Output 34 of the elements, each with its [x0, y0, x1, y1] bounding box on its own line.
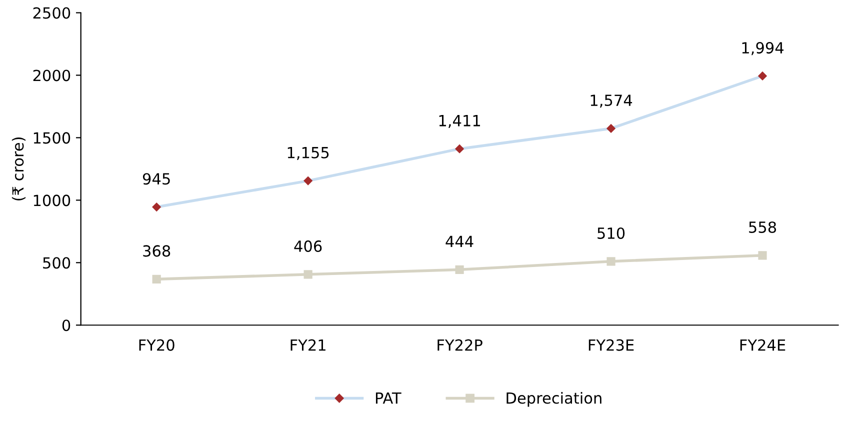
point	[606, 257, 616, 266]
data-label: 368	[143, 245, 170, 257]
point	[758, 251, 767, 260]
point	[455, 265, 464, 274]
y-tick-label: 1000	[34, 194, 70, 206]
data-label: 444	[446, 236, 474, 248]
data-label: 1,994	[742, 42, 784, 56]
legend-label: PAT	[376, 392, 402, 404]
y-tick-label: 0	[62, 320, 70, 332]
point	[606, 124, 616, 134]
x-tick-label: FY24E	[740, 339, 786, 351]
x-tick-label: FY23E	[588, 339, 634, 351]
y-tick-label: 2500	[33, 7, 70, 19]
data-label: 1,574	[590, 94, 632, 108]
data-label: 510	[598, 227, 625, 239]
point	[152, 202, 162, 212]
data-label: 1,155	[288, 147, 329, 160]
x-tick-label: FY20	[139, 339, 174, 351]
y-axis-title: (₹ crore)	[12, 137, 26, 200]
x-tick-label: FY22P	[438, 339, 482, 351]
point	[758, 71, 768, 81]
y-tick-label: 2000	[33, 70, 70, 82]
point	[304, 270, 312, 279]
point	[304, 176, 313, 186]
point	[152, 274, 161, 284]
data-label: 558	[749, 221, 776, 233]
legend-label: Depreciation	[506, 392, 602, 407]
x-tick-label: FY21	[290, 339, 326, 351]
data-label: 945	[142, 173, 170, 185]
y-tick-label: 500	[43, 257, 70, 269]
data-label: 406	[294, 240, 322, 252]
y-tick-label: 1500	[34, 132, 70, 144]
point	[454, 144, 464, 154]
data-label: 1,411	[439, 115, 480, 128]
